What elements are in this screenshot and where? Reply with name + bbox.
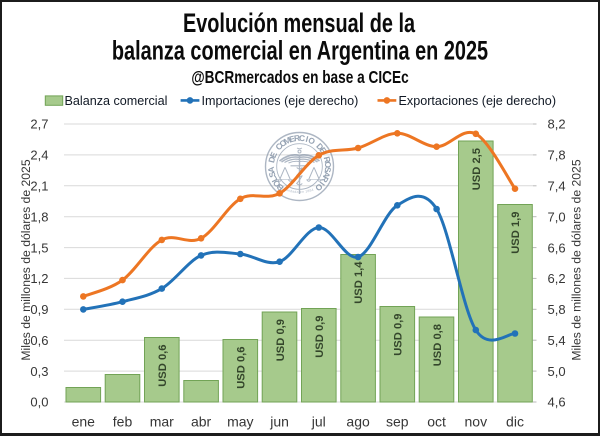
svg-text:Miles de millones de dólares d: Miles de millones de dólares de 2025 bbox=[19, 159, 33, 360]
svg-text:E: E bbox=[288, 133, 296, 144]
svg-text:Exportaciones (eje derecho): Exportaciones (eje derecho) bbox=[399, 94, 557, 108]
svg-text:Evolución mensual de la: Evolución mensual de la bbox=[183, 9, 416, 39]
svg-text:ago: ago bbox=[346, 413, 370, 429]
svg-text:5,4: 5,4 bbox=[548, 333, 566, 348]
svg-text:A: A bbox=[321, 170, 332, 179]
svg-text:Fundada en 1884: Fundada en 1884 bbox=[283, 187, 314, 194]
svg-text:E: E bbox=[317, 145, 329, 156]
svg-text:R: R bbox=[319, 174, 331, 184]
svg-text:O: O bbox=[307, 135, 318, 147]
svg-text:feb: feb bbox=[113, 413, 133, 429]
svg-text:0,6: 0,6 bbox=[30, 333, 48, 348]
svg-text:8,2: 8,2 bbox=[548, 117, 566, 132]
svg-text:E: E bbox=[268, 150, 280, 160]
svg-text:USD 2,5: USD 2,5 bbox=[471, 148, 483, 190]
svg-text:C: C bbox=[273, 141, 284, 152]
svg-text:I: I bbox=[318, 180, 327, 188]
svg-text:USD 0,9: USD 0,9 bbox=[275, 319, 287, 361]
svg-text:B: B bbox=[274, 182, 285, 193]
svg-text:USD 0,9: USD 0,9 bbox=[393, 314, 405, 356]
svg-text:USD 0,6: USD 0,6 bbox=[236, 347, 248, 389]
svg-text:O: O bbox=[270, 178, 282, 190]
svg-text:L: L bbox=[268, 175, 279, 184]
svg-text:S: S bbox=[266, 170, 277, 179]
svg-text:5,0: 5,0 bbox=[548, 364, 566, 379]
svg-text:Miles de millones de dólares d: Miles de millones de dólares de 2025 bbox=[570, 159, 584, 360]
svg-text:O: O bbox=[323, 161, 333, 169]
svg-text:R: R bbox=[293, 133, 300, 143]
svg-text:4,6: 4,6 bbox=[548, 395, 566, 410]
svg-text:oct: oct bbox=[427, 413, 446, 429]
svg-text:0,3: 0,3 bbox=[30, 364, 48, 379]
svg-text:USD 0,9: USD 0,9 bbox=[314, 316, 326, 358]
svg-text:7,4: 7,4 bbox=[548, 179, 566, 194]
svg-text:1,8: 1,8 bbox=[30, 209, 48, 224]
svg-text:USD 0,8: USD 0,8 bbox=[432, 324, 444, 366]
svg-text:2,7: 2,7 bbox=[30, 117, 48, 132]
svg-text:dic: dic bbox=[506, 413, 524, 429]
svg-text:2,4: 2,4 bbox=[30, 148, 48, 163]
svg-text:7,0: 7,0 bbox=[548, 209, 566, 224]
svg-text:@BCRmercados en base a CICEc: @BCRmercados en base a CICEc bbox=[191, 69, 409, 88]
svg-text:1,5: 1,5 bbox=[30, 240, 48, 255]
svg-text:ene: ene bbox=[72, 413, 96, 429]
svg-text:A: A bbox=[266, 166, 277, 173]
svg-text:abr: abr bbox=[191, 413, 212, 429]
svg-text:7,8: 7,8 bbox=[548, 148, 566, 163]
svg-text:mar: mar bbox=[150, 413, 174, 429]
svg-text:Balanza comercial: Balanza comercial bbox=[65, 94, 168, 108]
svg-text:balanza comercial en Argentina: balanza comercial en Argentina en 2025 bbox=[112, 37, 488, 67]
svg-text:may: may bbox=[227, 413, 253, 429]
svg-text:1,2: 1,2 bbox=[30, 271, 48, 286]
svg-text:jul: jul bbox=[311, 413, 326, 429]
svg-text:D: D bbox=[266, 155, 277, 163]
svg-text:M: M bbox=[282, 135, 293, 147]
svg-text:R: R bbox=[322, 155, 333, 163]
svg-text:C: C bbox=[299, 133, 306, 143]
svg-text:0,0: 0,0 bbox=[30, 395, 48, 410]
svg-text:S: S bbox=[323, 166, 334, 173]
svg-text:D: D bbox=[314, 141, 325, 152]
svg-text:5,8: 5,8 bbox=[548, 302, 566, 317]
svg-text:6,6: 6,6 bbox=[548, 240, 566, 255]
svg-text:O: O bbox=[277, 137, 289, 149]
svg-text:6,2: 6,2 bbox=[548, 271, 566, 286]
svg-text:USD 1,4: USD 1,4 bbox=[353, 261, 365, 304]
svg-text:O: O bbox=[313, 182, 325, 194]
svg-text:I: I bbox=[305, 134, 310, 144]
svg-text:jun: jun bbox=[269, 413, 289, 429]
svg-text:USD 0,6: USD 0,6 bbox=[157, 345, 169, 387]
svg-text:0,9: 0,9 bbox=[30, 302, 48, 317]
svg-text:Importaciones (eje derecho): Importaciones (eje derecho) bbox=[202, 94, 359, 108]
svg-text:USD 1,9: USD 1,9 bbox=[510, 212, 522, 254]
svg-text:sep: sep bbox=[386, 413, 409, 429]
svg-text:2,1: 2,1 bbox=[30, 179, 48, 194]
svg-text:nov: nov bbox=[465, 413, 488, 429]
